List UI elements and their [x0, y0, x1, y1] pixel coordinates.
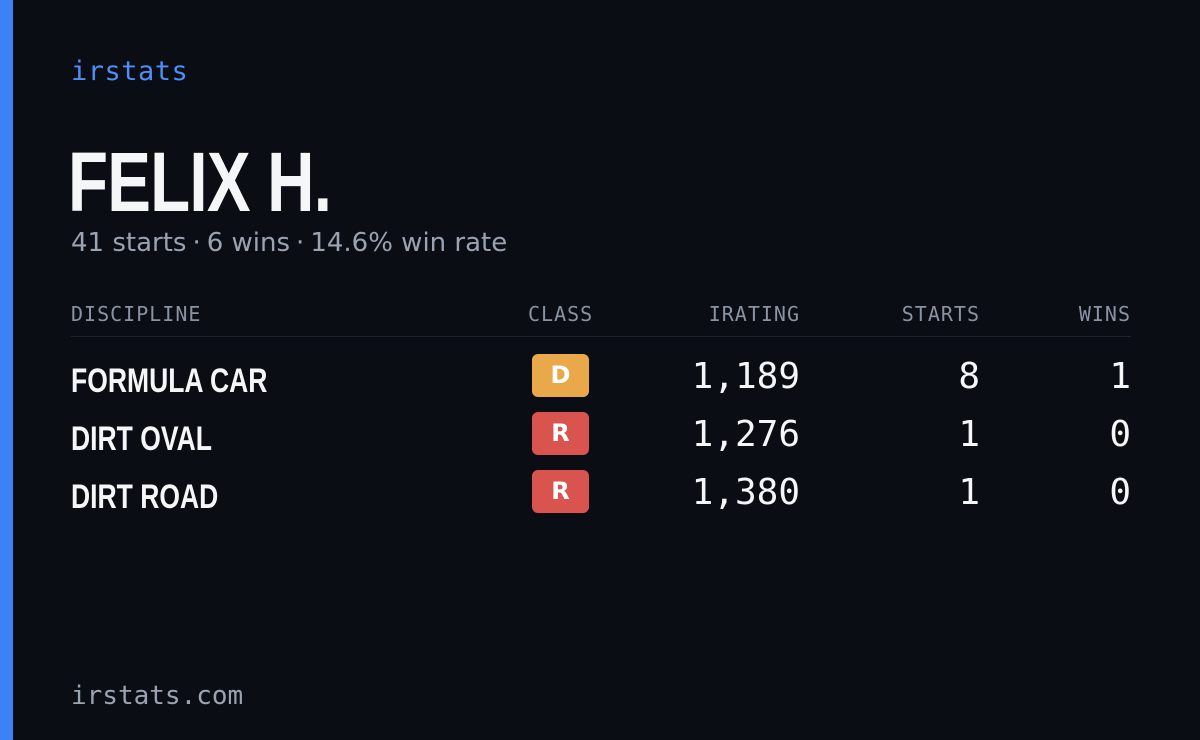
driver-name: FELIX H.: [68, 135, 332, 229]
table-row: FORMULA CAR D 1,189 8 1: [71, 354, 1131, 412]
class-badge: R: [532, 470, 589, 513]
header-wins: WINS: [1078, 302, 1131, 326]
table-body: FORMULA CAR D 1,189 8 1 DIRT OVAL R 1,27…: [71, 337, 1131, 528]
irating-value: 1,276: [691, 414, 800, 455]
discipline-name: DIRT OVAL: [71, 420, 212, 458]
brand-logo-text: irstats: [71, 56, 189, 87]
irating-value: 1,380: [691, 472, 800, 513]
header-discipline: DISCIPLINE: [71, 302, 202, 326]
header-starts: STARTS: [901, 302, 980, 326]
class-badge: R: [532, 412, 589, 455]
header-irating: IRATING: [708, 302, 800, 326]
summary-separator: ·: [192, 228, 201, 258]
irating-value: 1,189: [691, 356, 800, 397]
driver-summary: 41 starts · 6 wins · 14.6% win rate: [71, 228, 507, 258]
starts-value: 8: [958, 356, 980, 397]
table-row: DIRT ROAD R 1,380 1 0: [71, 470, 1131, 528]
class-badge: D: [532, 354, 589, 397]
discipline-name: DIRT ROAD: [71, 478, 219, 516]
accent-bar: [0, 0, 13, 740]
discipline-name: FORMULA CAR: [71, 362, 268, 400]
table-header: DISCIPLINE CLASS IRATING STARTS WINS: [71, 296, 1131, 337]
starts-value: 1: [958, 472, 980, 513]
summary-starts: 41 starts: [71, 228, 187, 258]
starts-value: 1: [958, 414, 980, 455]
wins-value: 0: [1109, 414, 1131, 455]
summary-wins: 6 wins: [206, 228, 291, 258]
summary-separator: ·: [296, 228, 305, 258]
wins-value: 0: [1109, 472, 1131, 513]
footer-domain: irstats.com: [71, 681, 244, 711]
summary-win-rate: 14.6% win rate: [310, 228, 508, 258]
header-class: CLASS: [528, 302, 594, 326]
wins-value: 1: [1109, 356, 1131, 397]
discipline-table: DISCIPLINE CLASS IRATING STARTS WINS FOR…: [71, 296, 1131, 528]
table-row: DIRT OVAL R 1,276 1 0: [71, 412, 1131, 470]
